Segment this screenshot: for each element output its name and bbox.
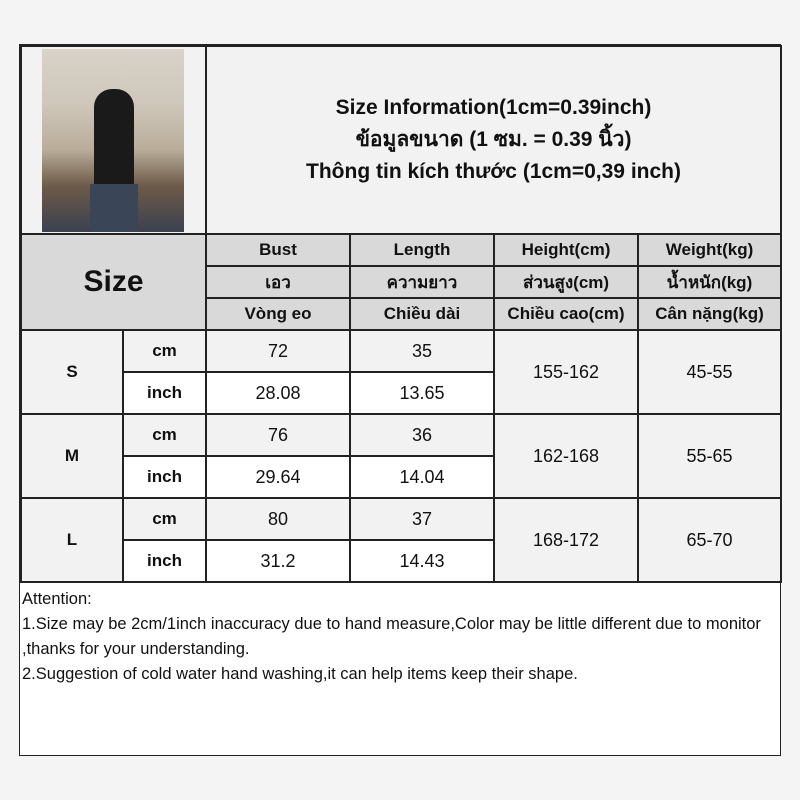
length-inch: 14.04 [349, 455, 495, 499]
header-height-vi: Chiều cao(cm) [493, 297, 639, 331]
size-table: Size Information(1cm=0.39inch) ข้อมูลขนา… [20, 45, 783, 583]
title-thai: ข้อมูลขนาด (1 ซม. = 0.39 นิ้ว) [355, 128, 632, 151]
header-length: Length [349, 233, 495, 267]
title-english: Size Information(1cm=0.39inch) [335, 96, 652, 119]
weight-range: 65-70 [636, 497, 783, 583]
header-height: Height(cm) [493, 233, 639, 267]
length-cm: 37 [349, 497, 495, 541]
length-inch: 14.43 [349, 539, 495, 583]
product-photo [42, 49, 184, 232]
unit-inch: inch [122, 539, 207, 583]
header-weight-vi: Cân nặng(kg) [636, 297, 783, 331]
size-chart: Size Information(1cm=0.39inch) ข้อมูลขนา… [19, 44, 783, 756]
header-weight: Weight(kg) [636, 233, 783, 267]
header-weight-thai: น้ำหนัก(kg) [636, 265, 783, 299]
unit-inch: inch [122, 455, 207, 499]
header-bust-vi: Vòng eo [205, 297, 351, 331]
table-row: L cm 80 37 168-172 65-70 [20, 497, 783, 583]
table-row: M cm 76 36 162-168 55-65 [20, 413, 783, 499]
size-m: M [20, 413, 124, 499]
length-cm: 35 [349, 329, 495, 373]
height-range: 155-162 [493, 329, 639, 415]
notes: Attention: 1.Size may be 2cm/1inch inacc… [22, 587, 778, 687]
unit-cm: cm [122, 329, 207, 373]
note-1: 1.Size may be 2cm/1inch inaccuracy due t… [22, 615, 761, 658]
weight-range: 55-65 [636, 413, 783, 499]
bust-inch: 31.2 [205, 539, 351, 583]
length-inch: 13.65 [349, 371, 495, 415]
size-l: L [20, 497, 124, 583]
bust-inch: 28.08 [205, 371, 351, 415]
header-bust-thai: เอว [205, 265, 351, 299]
unit-inch: inch [122, 371, 207, 415]
bust-cm: 80 [205, 497, 351, 541]
size-s: S [20, 329, 124, 415]
bust-cm: 76 [205, 413, 351, 457]
header-height-thai: ส่วนสูง(cm) [493, 265, 639, 299]
title-vietnamese: Thông tin kích thước (1cm=0,39 inch) [306, 160, 681, 183]
notes-heading: Attention: [22, 590, 92, 608]
header-bust: Bust [205, 233, 351, 267]
height-range: 162-168 [493, 413, 639, 499]
length-cm: 36 [349, 413, 495, 457]
header-length-thai: ความยาว [349, 265, 495, 299]
bust-inch: 29.64 [205, 455, 351, 499]
table-row: inch 31.2 14.43 [21, 539, 782, 583]
unit-cm: cm [122, 497, 207, 541]
table-row: S cm 72 35 155-162 45-55 [20, 329, 783, 415]
note-2: 2.Suggestion of cold water hand washing,… [22, 665, 578, 683]
title-cell: Size Information(1cm=0.39inch) ข้อมูลขนา… [204, 45, 783, 235]
product-photo-cell [20, 45, 207, 235]
unit-cm: cm [122, 413, 207, 457]
size-header: Size [20, 233, 207, 331]
weight-range: 45-55 [636, 329, 783, 415]
header-length-vi: Chiều dài [349, 297, 495, 331]
height-range: 168-172 [493, 497, 639, 583]
bust-cm: 72 [205, 329, 351, 373]
